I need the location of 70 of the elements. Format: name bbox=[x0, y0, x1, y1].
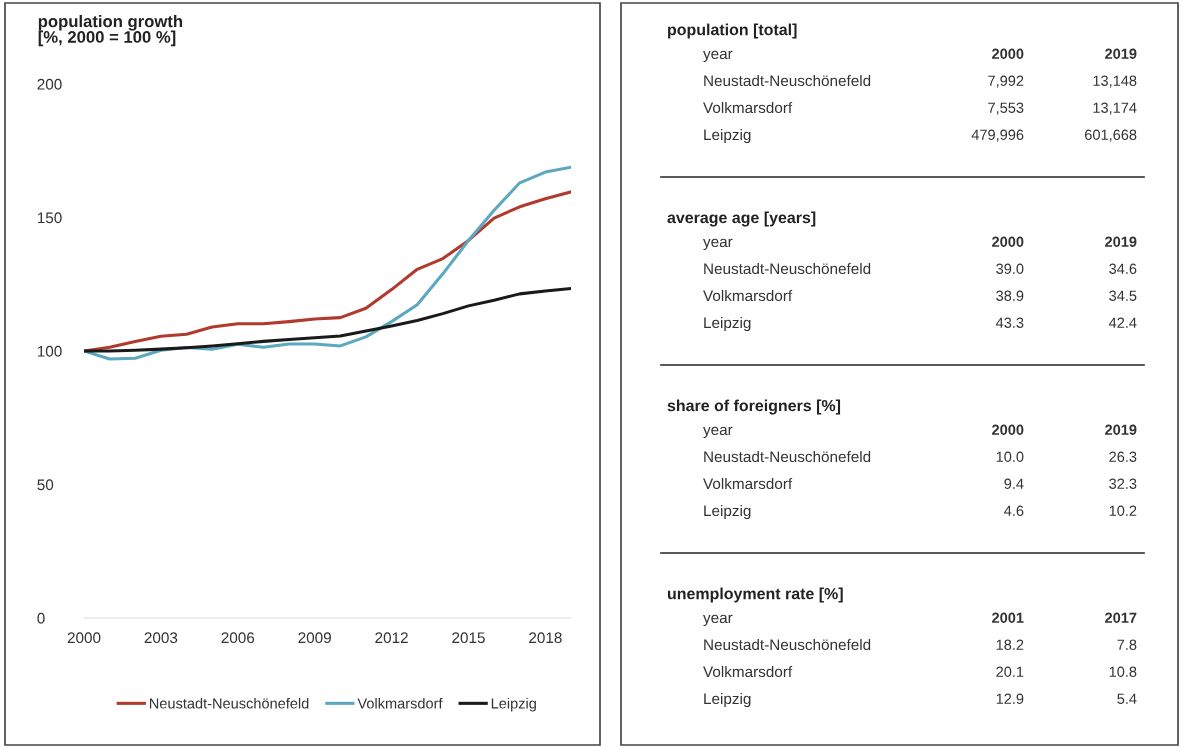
text: 20.1 bbox=[996, 666, 1024, 677]
text: year bbox=[703, 238, 733, 251]
text: year bbox=[703, 50, 733, 63]
text: 9.4 bbox=[1004, 478, 1024, 489]
y-tick-label: 150 bbox=[37, 212, 62, 224]
text: Leipzig bbox=[704, 128, 751, 144]
text: 10.8 bbox=[1109, 666, 1137, 677]
text: share of foreigners [%] bbox=[667, 399, 841, 415]
text: 12.9 bbox=[996, 693, 1024, 704]
text: 38.9 bbox=[996, 290, 1024, 301]
text: 2000 bbox=[992, 424, 1024, 435]
x-tick-label: 2018 bbox=[529, 632, 562, 644]
x-tick-label: 2009 bbox=[298, 632, 331, 644]
text: 2000 bbox=[992, 236, 1024, 247]
text: 4.6 bbox=[1004, 505, 1024, 516]
text: 34.5 bbox=[1109, 290, 1137, 301]
text: 5.4 bbox=[1117, 693, 1137, 704]
y-tick-label: 50 bbox=[37, 479, 54, 491]
text: 7,553 bbox=[988, 102, 1024, 115]
legend-label: Leipzig bbox=[491, 697, 536, 712]
x-tick-label: 2012 bbox=[375, 632, 408, 644]
text: Neustadt-Neuschönefeld bbox=[704, 74, 871, 87]
text: Neustadt-Neuschönefeld bbox=[704, 638, 871, 651]
text: 32.3 bbox=[1109, 478, 1137, 489]
y-tick-label: 0 bbox=[37, 612, 45, 624]
y-tick-label: 100 bbox=[37, 345, 62, 357]
text: 10.0 bbox=[996, 451, 1024, 462]
text: 39.0 bbox=[996, 263, 1024, 274]
text: 18.2 bbox=[996, 639, 1024, 650]
text: 7,992 bbox=[988, 75, 1024, 88]
chart-subtitle: [%, 2000 = 100 %] bbox=[38, 30, 176, 47]
text: average age [years] bbox=[667, 211, 816, 227]
text: 2000 bbox=[992, 48, 1024, 59]
text: 34.6 bbox=[1109, 263, 1137, 274]
text: 42.4 bbox=[1108, 317, 1137, 328]
text: 26.3 bbox=[1109, 451, 1137, 462]
text: Volkmarsdorf bbox=[703, 665, 793, 678]
x-tick-label: 2015 bbox=[452, 632, 485, 644]
legend-label: Volkmarsdorf bbox=[357, 697, 443, 709]
text: 2001 bbox=[992, 612, 1024, 623]
x-tick-label: 2000 bbox=[67, 632, 101, 644]
text: 2017 bbox=[1105, 612, 1137, 623]
line-series bbox=[84, 286, 571, 353]
chart-title: population growth bbox=[38, 14, 183, 31]
text: 479,996 bbox=[971, 129, 1024, 142]
text: 601,668 bbox=[1085, 129, 1137, 142]
text: Volkmarsdorf bbox=[703, 289, 793, 302]
text: Leipzig bbox=[704, 316, 751, 332]
text: Leipzig bbox=[704, 504, 751, 520]
text: Volkmarsdorf bbox=[703, 101, 793, 114]
text: population [total] bbox=[668, 23, 797, 39]
text: Neustadt-Neuschönefeld bbox=[704, 262, 871, 275]
legend-label: Neustadt-Neuschönefeld bbox=[149, 697, 309, 709]
text: 2019 bbox=[1105, 236, 1137, 247]
text: 13,148 bbox=[1093, 75, 1137, 88]
text: 2019 bbox=[1105, 48, 1137, 59]
text: 2019 bbox=[1105, 424, 1137, 435]
text: Neustadt-Neuschönefeld bbox=[704, 450, 871, 463]
y-tick-label: 200 bbox=[37, 78, 62, 90]
text: 43.3 bbox=[995, 317, 1024, 328]
text: Leipzig bbox=[704, 692, 751, 708]
text: year bbox=[703, 426, 733, 439]
text: year bbox=[703, 614, 733, 627]
text: 13,174 bbox=[1093, 102, 1137, 115]
text: 10.2 bbox=[1109, 505, 1137, 516]
text: unemployment rate [%] bbox=[667, 587, 843, 603]
x-tick-label: 2006 bbox=[221, 632, 255, 644]
text: Volkmarsdorf bbox=[703, 477, 793, 490]
x-tick-label: 2003 bbox=[144, 632, 178, 644]
text: 7.8 bbox=[1117, 639, 1137, 650]
